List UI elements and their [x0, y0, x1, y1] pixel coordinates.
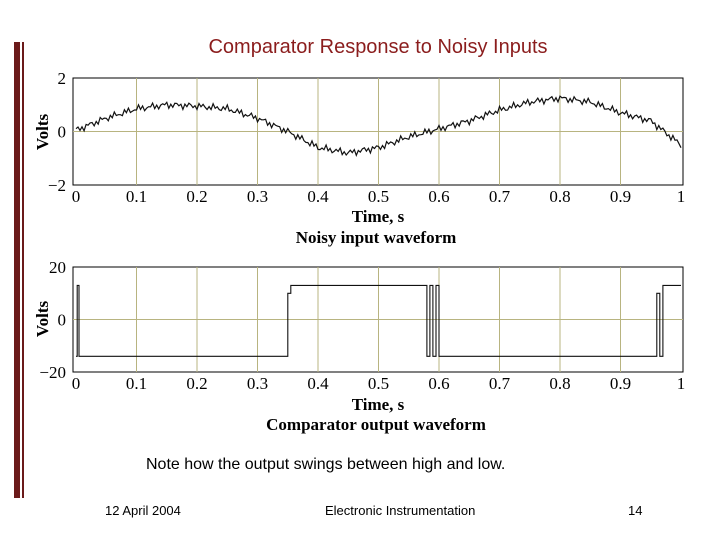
x-tick-label: 0.5 [368, 187, 389, 206]
x-tick-label: 0.6 [428, 187, 449, 206]
x-tick-labels: 0 0.1 0.2 0.3 0.4 0.5 0.6 0.7 0.8 0.9 1 [72, 374, 686, 393]
y-tick-label: −20 [39, 363, 66, 382]
y-tick-label: −2 [48, 176, 66, 195]
x-tick-label: 0.2 [186, 374, 207, 393]
x-tick-label: 0.3 [247, 374, 268, 393]
x-tick-label: 0.8 [549, 187, 570, 206]
x-tick-label: 0.1 [126, 187, 147, 206]
footer-course: Electronic Instrumentation [325, 503, 476, 518]
x-tick-label: 0.9 [610, 374, 631, 393]
x-axis-label: Time, s [352, 207, 405, 226]
x-tick-label: 0.2 [186, 187, 207, 206]
slide-title: Comparator Response to Noisy Inputs [208, 36, 548, 58]
series-line [76, 284, 681, 357]
grid [73, 78, 683, 185]
x-tick-label: 0.6 [428, 374, 449, 393]
x-tick-label: 0.7 [489, 187, 511, 206]
x-tick-label: 1 [677, 187, 686, 206]
x-tick-label: 0.7 [489, 374, 511, 393]
input-chart: 0 0.1 0.2 0.3 0.4 0.5 0.6 0.7 0.8 0.9 1 2 0 −2 Volts… [33, 69, 685, 247]
footer-date: 12 April 2004 [105, 503, 181, 518]
x-tick-label: 1 [677, 374, 686, 393]
x-tick-label: 0.8 [549, 374, 570, 393]
x-tick-label: 0.4 [307, 374, 329, 393]
x-tick-label: 0.5 [368, 374, 389, 393]
slide-note: Note how the output swings between high … [146, 456, 506, 473]
chart-caption: Noisy input waveform [296, 228, 457, 247]
series-line [75, 95, 682, 157]
x-tick-label: 0.4 [307, 187, 329, 206]
x-tick-label: 0 [72, 187, 81, 206]
x-tick-label: 0.1 [126, 374, 147, 393]
y-axis-label: Volts [33, 114, 52, 151]
y-tick-label: 0 [58, 311, 67, 330]
left-accent-bar [14, 42, 20, 498]
chart-caption: Comparator output waveform [266, 415, 486, 434]
x-tick-labels: 0 0.1 0.2 0.3 0.4 0.5 0.6 0.7 0.8 0.9 1 [72, 187, 686, 206]
footer-page-number: 14 [628, 503, 643, 518]
left-accent-line [22, 42, 24, 498]
x-tick-label: 0 [72, 374, 81, 393]
y-axis-label: Volts [33, 301, 52, 338]
x-axis-label: Time, s [352, 395, 405, 414]
y-tick-label: 20 [49, 258, 66, 277]
x-tick-label: 0.3 [247, 187, 268, 206]
y-tick-label: 2 [58, 69, 67, 88]
y-tick-label: 0 [58, 123, 67, 142]
y-tick-labels: 20 0 −20 [39, 258, 66, 382]
y-tick-labels: 2 0 −2 [48, 69, 66, 195]
x-tick-label: 0.9 [610, 187, 631, 206]
output-chart: 0 0.1 0.2 0.3 0.4 0.5 0.6 0.7 0.8 0.9 1 20 0 −20 Vol… [33, 258, 685, 434]
